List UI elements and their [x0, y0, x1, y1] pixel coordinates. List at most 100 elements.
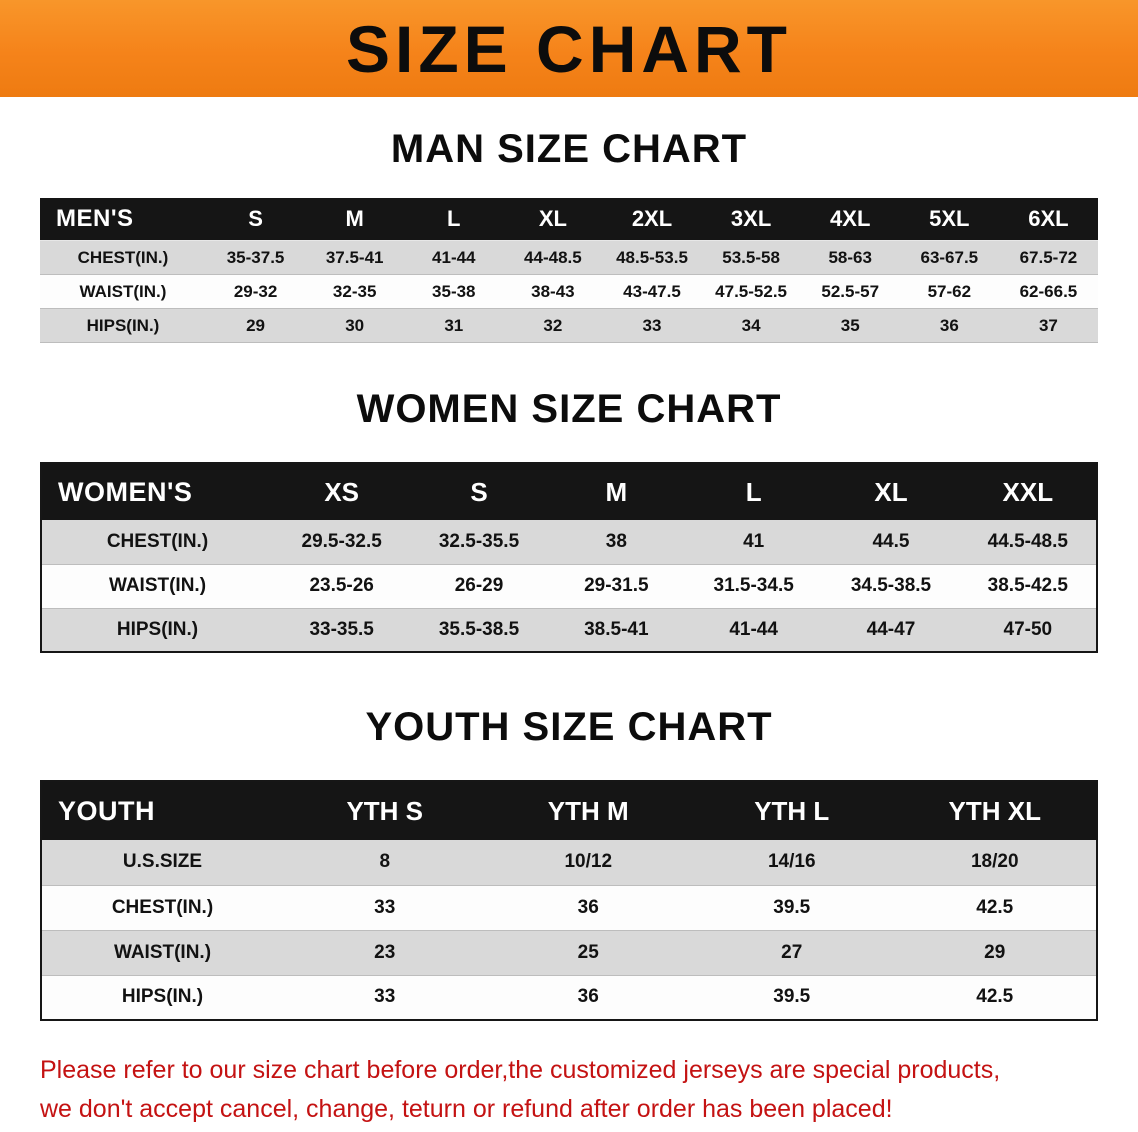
size-value-cell: 39.5 [773, 896, 811, 918]
size-value-cell: 38.5-42.5 [987, 575, 1068, 596]
size-column-header: YTH S [283, 781, 487, 840]
row-label: CHEST(IN.) [111, 896, 214, 918]
size-value-cell: 32-35 [332, 281, 377, 301]
table-row: CHEST(IN.) 35-37.5 37.5-41 41-44 44-48.5 48.5… [40, 240, 1098, 275]
size-column-header: 2XL [602, 198, 702, 241]
size-value-cell: 33 [642, 315, 662, 335]
size-column-header: XXL [959, 463, 1097, 520]
row-label: HIPS(IN.) [116, 618, 199, 640]
size-column-header: M [305, 198, 405, 241]
size-value-cell: 44.5 [872, 530, 910, 552]
size-value-cell: 23.5-26 [309, 575, 374, 596]
size-value-cell: 47-50 [1003, 618, 1053, 640]
size-value-cell: 32.5-35.5 [438, 530, 520, 552]
table-title-cell: WOMEN'S [41, 463, 273, 520]
section-youth: YOUTH SIZE CHART YOUTH YTH S YTH M YTH L YTH… [0, 705, 1138, 1021]
size-column-header: YTH M [486, 781, 690, 840]
section-women: WOMEN SIZE CHART WOMEN'S XS S M L XL XXL CHEST(… [0, 387, 1138, 653]
footer-note: Please refer to our size chart before or… [40, 1051, 1098, 1129]
size-column-header: L [684, 463, 823, 520]
size-value-cell: 33 [374, 896, 396, 918]
size-value-cell: 34 [741, 315, 761, 335]
size-value-cell: 47.5-52.5 [715, 281, 788, 301]
women-size-table: WOMEN'S XS S M L XL XXL CHEST(IN.) 29.5-32.5 32.5… [40, 462, 1098, 653]
size-value-cell: 14/16 [767, 851, 816, 873]
size-value-cell: 52.5-57 [821, 281, 880, 301]
table-header-row: YOUTH YTH S YTH M YTH L YTH XL [41, 781, 1097, 840]
page-title: SIZE CHART [346, 11, 792, 86]
size-value-cell: 34.5-38.5 [850, 575, 932, 596]
men-size-table: MEN'S S M L XL 2XL 3XL 4XL 5XL 6XL CHEST(IN.) 35-37… [40, 198, 1098, 343]
size-value-cell: 53.5-58 [722, 247, 780, 267]
size-value-cell: 18/20 [970, 851, 1019, 873]
size-value-cell: 32 [543, 315, 563, 335]
size-value-cell: 44.5-48.5 [987, 530, 1068, 552]
size-value-cell: 23 [374, 941, 396, 963]
size-column-header: L [404, 198, 504, 241]
size-value-cell: 36 [577, 986, 599, 1008]
size-column-header: 6XL [998, 198, 1098, 241]
size-column-header: S [206, 198, 306, 241]
size-value-cell: 37 [1038, 315, 1058, 335]
row-label: HIPS(IN.) [86, 315, 160, 335]
size-value-cell: 26-29 [454, 575, 504, 596]
size-value-cell: 44-47 [866, 618, 916, 640]
size-value-cell: 41-44 [729, 618, 778, 640]
size-value-cell: 33 [374, 986, 396, 1008]
row-label: CHEST(IN.) [106, 530, 209, 552]
size-column-header: YTH L [690, 781, 894, 840]
size-value-cell: 43-47.5 [623, 281, 681, 301]
row-label: WAIST(IN.) [108, 575, 207, 596]
size-value-cell: 48.5-53.5 [616, 247, 688, 267]
youth-section-heading: YOUTH SIZE CHART [365, 705, 773, 749]
size-column-header: XL [503, 198, 603, 241]
size-value-cell: 29-31.5 [584, 575, 649, 596]
size-value-cell: 8 [379, 851, 391, 873]
size-value-cell: 29 [984, 941, 1006, 963]
footer-text-line-1: Please refer to our size chart before or… [40, 1056, 1001, 1084]
size-value-cell: 35 [840, 315, 860, 335]
size-value-cell: 35-38 [432, 281, 476, 301]
size-value-cell: 29 [246, 315, 266, 335]
size-value-cell: 10/12 [564, 851, 613, 873]
table-header-row: MEN'S S M L XL 2XL 3XL 4XL 5XL 6XL [40, 198, 1098, 241]
table-row: CHEST(IN.) 33 36 39.5 42.5 [41, 885, 1097, 930]
row-label: WAIST(IN.) [79, 281, 167, 301]
banner: SIZE CHART [0, 0, 1138, 97]
size-column-header: 4XL [800, 198, 900, 241]
size-value-cell: 31.5-34.5 [713, 575, 794, 596]
table-title-cell: YOUTH [41, 781, 283, 840]
table-header-row: WOMEN'S XS S M L XL XXL [41, 463, 1097, 520]
size-value-cell: 27 [781, 941, 803, 963]
row-label: CHEST(IN.) [77, 247, 169, 267]
size-column-header: 3XL [701, 198, 801, 241]
size-value-cell: 62-66.5 [1019, 281, 1078, 301]
size-value-cell: 41-44 [432, 247, 476, 267]
size-column-header: M [547, 463, 685, 520]
size-value-cell: 42.5 [976, 896, 1014, 918]
table-row: WAIST(IN.) 23 25 27 29 [41, 930, 1097, 975]
size-value-cell: 57-62 [927, 281, 972, 301]
men-section-heading: MAN SIZE CHART [390, 127, 748, 171]
table-row: HIPS(IN.) 29 30 31 32 33 34 35 36 37 [40, 308, 1098, 343]
size-value-cell: 41 [743, 530, 765, 552]
size-value-cell: 63-67.5 [920, 247, 979, 267]
size-column-header: XS [273, 463, 411, 520]
size-column-header: YTH XL [893, 781, 1097, 840]
size-value-cell: 58-63 [828, 247, 872, 267]
table-title-cell: MEN'S [40, 198, 206, 241]
size-value-cell: 44-48.5 [524, 247, 582, 267]
row-label: WAIST(IN.) [113, 941, 212, 963]
size-value-cell: 38 [605, 530, 627, 552]
row-label: HIPS(IN.) [121, 986, 204, 1008]
size-value-cell: 36 [939, 315, 959, 335]
size-value-cell: 37.5-41 [325, 247, 384, 267]
table-row: CHEST(IN.) 29.5-32.5 32.5-35.5 38 41 44.5 44.5… [41, 520, 1097, 564]
women-section-heading: WOMEN SIZE CHART [356, 387, 782, 431]
table-row: HIPS(IN.) 33-35.5 35.5-38.5 38.5-41 41-44 44-… [41, 608, 1097, 652]
size-value-cell: 39.5 [773, 986, 811, 1008]
size-value-cell: 36 [577, 896, 599, 918]
size-column-header: XL [822, 463, 960, 520]
size-value-cell: 35.5-38.5 [438, 618, 520, 640]
